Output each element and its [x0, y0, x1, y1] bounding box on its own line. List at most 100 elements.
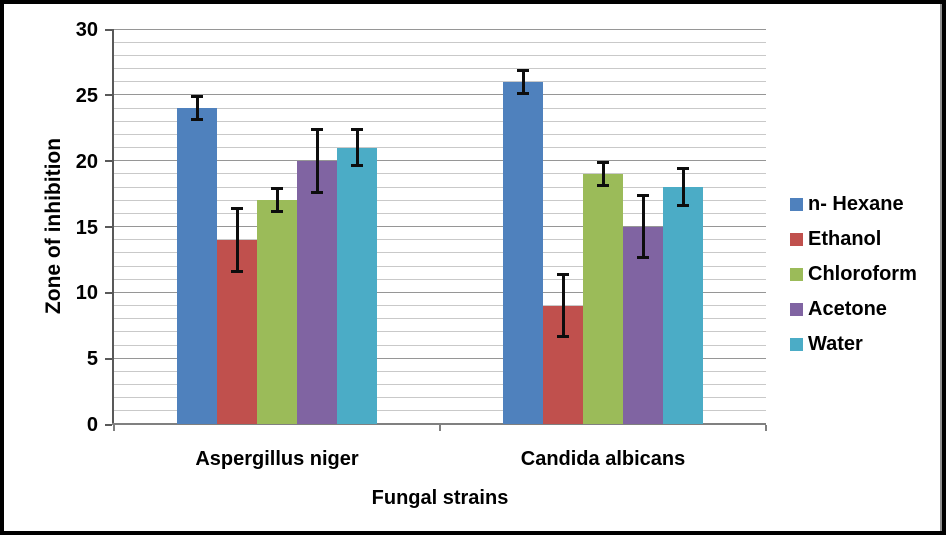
- gridline: [114, 331, 766, 332]
- error-bar-line: [355, 127, 359, 168]
- error-bar-cap: [231, 206, 243, 210]
- legend-item: Ethanol: [790, 228, 917, 251]
- y-tick-label: 15: [75, 216, 98, 239]
- error-bar-line: [641, 193, 645, 260]
- gridline: [114, 42, 766, 43]
- y-axis-tick: [105, 94, 112, 96]
- gridline: [114, 187, 766, 188]
- error-bar-cap: [351, 127, 363, 131]
- y-axis-tick: [105, 424, 112, 426]
- gridline: [114, 239, 766, 240]
- gridline: [114, 173, 766, 174]
- error-bar-cap: [517, 68, 529, 72]
- bar: [257, 200, 297, 424]
- y-axis-tick: [105, 358, 112, 360]
- error-bar-cap: [191, 94, 203, 98]
- gridline: [114, 345, 766, 346]
- legend-marker: [790, 303, 803, 316]
- bar: [337, 147, 377, 424]
- legend-label: Acetone: [808, 298, 887, 320]
- gridline: [114, 226, 766, 227]
- legend-item: Acetone: [790, 298, 917, 321]
- gridline: [114, 160, 766, 161]
- error-bar-cap: [597, 184, 609, 187]
- gridline: [114, 279, 766, 280]
- plot-area: [105, 29, 767, 431]
- gridline: [114, 147, 766, 148]
- legend-item: Chloroform: [790, 263, 917, 286]
- gridline: [114, 410, 766, 411]
- error-bar-cap: [637, 256, 649, 260]
- gridline: [114, 318, 766, 319]
- legend-item: Water: [790, 333, 917, 356]
- gridline: [114, 29, 766, 30]
- error-bar-cap: [231, 269, 243, 273]
- error-bar-cap: [557, 335, 569, 339]
- error-bar-line: [681, 167, 685, 207]
- gridline: [114, 121, 766, 122]
- x-axis-line: [112, 423, 766, 425]
- legend-label: Chloroform: [808, 263, 917, 285]
- error-bar-cap: [311, 190, 323, 194]
- y-tick-label: 20: [75, 150, 98, 173]
- x-axis-tick: [765, 425, 767, 431]
- error-bar-cap: [637, 193, 649, 197]
- x-axis-title: Fungal strains: [371, 487, 509, 509]
- y-axis-tick: [105, 160, 112, 162]
- error-bar-line: [601, 160, 605, 187]
- category-label: Candida albicans: [520, 448, 686, 470]
- gridline: [114, 397, 766, 398]
- bar: [503, 81, 543, 424]
- error-bar-cap: [597, 160, 609, 164]
- legend-label: n- Hexane: [808, 193, 904, 215]
- bar: [583, 173, 623, 424]
- y-tick-label: 10: [75, 282, 98, 305]
- legend-marker: [790, 338, 803, 351]
- y-axis-tick: [105, 226, 112, 228]
- gridline: [114, 94, 766, 95]
- legend-marker: [790, 198, 803, 211]
- x-axis-tick: [439, 425, 441, 431]
- error-bar-cap: [311, 127, 323, 131]
- bar: [297, 160, 337, 424]
- error-bar-line: [275, 187, 279, 214]
- gridline: [114, 305, 766, 306]
- legend-label: Ethanol: [808, 228, 882, 250]
- error-bar-cap: [677, 203, 689, 207]
- y-tick-label: 0: [86, 414, 98, 436]
- error-bar-line: [235, 206, 239, 273]
- gridline: [114, 266, 766, 267]
- category-label: Aspergillus niger: [195, 448, 359, 470]
- y-axis-tick: [105, 29, 112, 31]
- gridline: [114, 68, 766, 69]
- gridline: [114, 358, 766, 359]
- error-bar-cap: [557, 272, 569, 276]
- gridline: [114, 108, 766, 109]
- gridline: [114, 371, 766, 372]
- y-tick-label: 25: [75, 84, 98, 107]
- legend-marker: [790, 233, 803, 246]
- error-bar-cap: [191, 118, 203, 122]
- gridline: [114, 81, 766, 82]
- bar: [663, 187, 703, 424]
- error-bar-line: [561, 272, 565, 339]
- bar: [177, 108, 217, 424]
- error-bar-line: [195, 94, 199, 122]
- gridline: [114, 134, 766, 135]
- legend-label: Water: [808, 333, 863, 355]
- x-axis-tick: [113, 425, 115, 431]
- gridline: [114, 213, 766, 214]
- y-axis-line: [112, 29, 114, 424]
- legend-marker: [790, 268, 803, 281]
- y-axis-tick: [105, 292, 112, 294]
- error-bar-cap: [517, 91, 529, 95]
- gridline: [114, 252, 766, 253]
- error-bar-line: [521, 68, 525, 95]
- gridline: [114, 55, 766, 56]
- y-tick-label: 30: [75, 19, 98, 41]
- gridline: [114, 384, 766, 385]
- y-tick-label: 5: [86, 348, 98, 371]
- legend-item: n- Hexane: [790, 193, 917, 216]
- legend: n- Hexane Ethanol Chloroform Acetone Water: [790, 193, 917, 356]
